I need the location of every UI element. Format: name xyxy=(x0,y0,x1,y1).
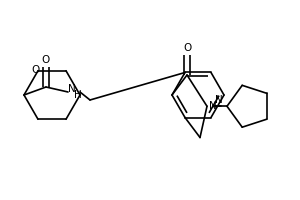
Text: N: N xyxy=(215,95,223,105)
Text: H: H xyxy=(74,90,82,100)
Text: O: O xyxy=(42,55,50,65)
Text: O: O xyxy=(183,43,191,53)
Text: N: N xyxy=(209,101,217,111)
Text: N: N xyxy=(68,84,76,94)
Text: O: O xyxy=(31,65,39,75)
